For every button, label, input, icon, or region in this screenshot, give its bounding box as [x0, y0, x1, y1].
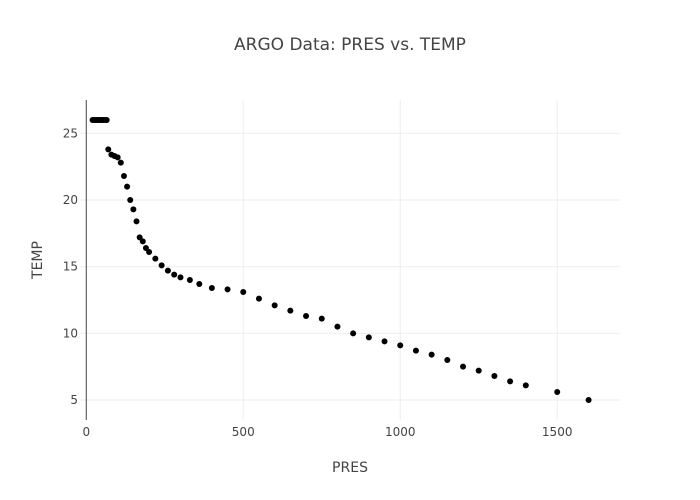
- data-point: [554, 389, 561, 395]
- data-point: [585, 397, 592, 403]
- data-point: [412, 347, 419, 354]
- y-tick-label: 5: [70, 393, 78, 407]
- data-point: [120, 173, 127, 179]
- data-point: [365, 334, 372, 341]
- y-tick-label: 20: [63, 193, 78, 207]
- data-point: [428, 351, 435, 358]
- data-point: [130, 206, 137, 213]
- data-point: [103, 117, 110, 123]
- y-tick-label: 25: [63, 126, 78, 140]
- data-point: [152, 255, 159, 262]
- x-tick-label: 500: [232, 425, 255, 439]
- data-point: [164, 267, 171, 274]
- data-point: [444, 357, 451, 363]
- data-point: [240, 289, 247, 295]
- y-axis-title: TEMP: [30, 241, 46, 280]
- data-point: [255, 295, 262, 302]
- chart-title: ARGO Data: PRES vs. TEMP: [234, 35, 466, 55]
- data-point: [381, 338, 388, 345]
- data-point: [287, 307, 294, 314]
- data-point: [475, 367, 482, 374]
- x-axis-title: PRES: [332, 460, 368, 476]
- data-point: [124, 183, 131, 190]
- data-point: [491, 373, 498, 379]
- data-point: [117, 159, 124, 166]
- data-point: [303, 313, 310, 319]
- data-point: [186, 277, 193, 283]
- gridlines: [80, 100, 620, 420]
- tick-labels: 0 500 1000 1500 5 10 15 20 25: [63, 126, 573, 439]
- data-point: [522, 382, 529, 389]
- data-points: [89, 117, 592, 403]
- data-point: [158, 262, 165, 269]
- data-point: [397, 342, 404, 349]
- data-point: [114, 154, 121, 161]
- data-point: [196, 281, 203, 287]
- data-point: [350, 330, 357, 337]
- data-point: [208, 285, 215, 291]
- data-point: [224, 286, 231, 293]
- data-point: [133, 218, 140, 225]
- data-point: [318, 315, 325, 322]
- x-tick-label: 1500: [542, 425, 573, 439]
- data-point: [146, 249, 153, 255]
- data-point: [177, 274, 184, 281]
- x-tick-label: 0: [82, 425, 90, 439]
- data-point: [507, 378, 514, 385]
- data-point: [127, 197, 134, 203]
- y-tick-label: 10: [63, 326, 78, 340]
- data-point: [171, 271, 178, 278]
- data-point: [271, 302, 278, 309]
- x-tick-label: 1000: [385, 425, 416, 439]
- data-point: [460, 363, 467, 370]
- data-point: [139, 238, 146, 245]
- data-point: [105, 146, 112, 153]
- y-tick-label: 15: [63, 260, 78, 274]
- data-point: [334, 323, 341, 330]
